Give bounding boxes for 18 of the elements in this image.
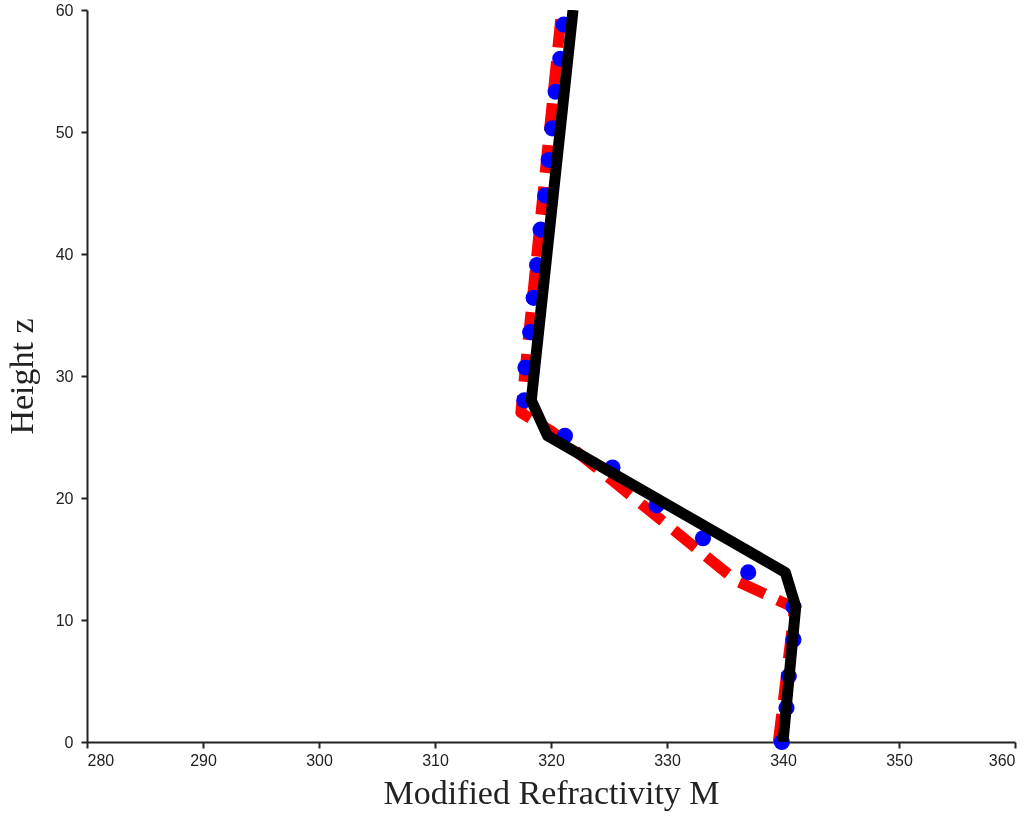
y-tick-label: 30 bbox=[55, 367, 74, 385]
y-tick-label: 0 bbox=[64, 733, 74, 751]
y-tick-label: 40 bbox=[55, 245, 74, 263]
x-tick-label: 360 bbox=[988, 751, 1016, 769]
x-tick-label: 280 bbox=[87, 751, 115, 769]
y-tick-label: 20 bbox=[55, 489, 74, 507]
x-tick-label: 350 bbox=[886, 751, 913, 769]
x-axis-title: Modified Refractivity M bbox=[383, 773, 720, 811]
y-axis-title: Height z bbox=[2, 318, 40, 435]
x-tick-label: 330 bbox=[654, 751, 681, 769]
y-tick-label: 60 bbox=[55, 1, 74, 19]
x-tick-label: 340 bbox=[770, 751, 797, 769]
y-tick-label: 10 bbox=[55, 611, 74, 629]
x-tick-label: 320 bbox=[538, 751, 565, 769]
x-tick-label: 310 bbox=[422, 751, 449, 769]
x-tick-label: 300 bbox=[306, 751, 333, 769]
y-tick-label: 50 bbox=[55, 123, 74, 141]
x-tick-label: 290 bbox=[190, 751, 217, 769]
